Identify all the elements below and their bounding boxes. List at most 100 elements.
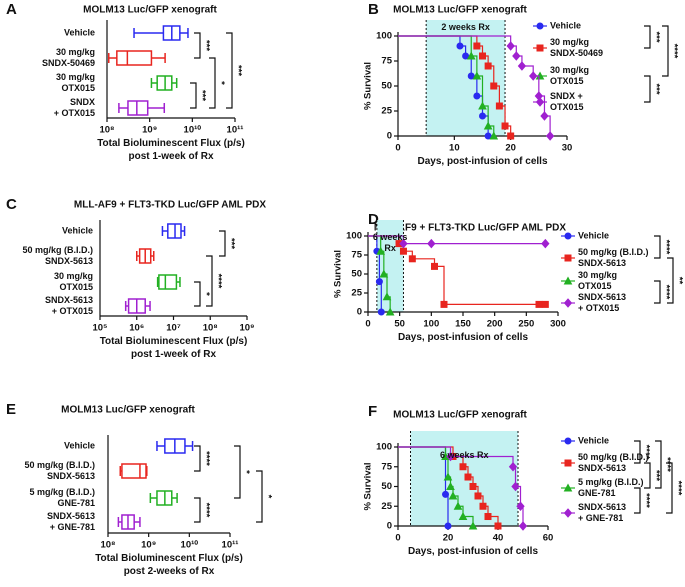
marker bbox=[479, 112, 486, 120]
marker bbox=[444, 522, 452, 530]
significance-bracket bbox=[644, 25, 651, 49]
marker bbox=[489, 131, 499, 140]
marker bbox=[529, 71, 538, 81]
significance-label: **** bbox=[640, 493, 651, 508]
x-tick-label: 10¹¹ bbox=[227, 125, 244, 136]
marker bbox=[466, 51, 476, 60]
x-tick-label: 50 bbox=[394, 319, 405, 330]
legend-marker bbox=[564, 459, 572, 467]
marker bbox=[512, 51, 521, 61]
legend-label: 50 mg/kg (B.I.D.) SNDX-5613 bbox=[578, 247, 649, 268]
legend-marker bbox=[535, 97, 545, 107]
marker bbox=[474, 492, 482, 500]
y-tick-label: 25 bbox=[351, 288, 362, 299]
panel-letter: C bbox=[6, 196, 17, 213]
marker bbox=[456, 42, 464, 50]
category-label: SNDX-5613 + OTX015 bbox=[44, 295, 93, 316]
significance-bracket bbox=[654, 280, 661, 304]
significance-bracket bbox=[209, 57, 216, 109]
category-label: 30 mg/kg SNDX-50469 bbox=[41, 47, 95, 68]
legend-label: 30 mg/kg SNDX-50469 bbox=[550, 37, 604, 58]
x-axis-label: Days, post-infusion of cells bbox=[407, 546, 539, 557]
x-tick-label: 30 bbox=[562, 143, 573, 154]
significance-label: **** bbox=[661, 457, 672, 472]
panel-letter: A bbox=[6, 1, 17, 18]
marker bbox=[516, 501, 525, 512]
rx-label: 2 weeks Rx bbox=[441, 22, 490, 32]
rx-window bbox=[410, 431, 518, 526]
significance-label: *** bbox=[196, 90, 207, 101]
category-label: SNDX-5613 + GNE-781 bbox=[46, 511, 95, 532]
marker bbox=[431, 262, 438, 270]
marker bbox=[478, 101, 487, 110]
marker bbox=[459, 463, 467, 471]
y-tick-label: 25 bbox=[381, 106, 392, 117]
x-tick-label: 10¹⁰ bbox=[184, 125, 202, 136]
significance-label: *** bbox=[650, 470, 661, 481]
box bbox=[116, 50, 153, 66]
chart-title: MOLM13 Luc/GFP xenograft bbox=[393, 410, 527, 421]
marker bbox=[427, 238, 436, 249]
significance-bracket bbox=[655, 440, 662, 489]
x-tick-label: 20 bbox=[443, 533, 454, 544]
rx-window bbox=[426, 20, 506, 136]
marker bbox=[382, 292, 392, 301]
marker bbox=[453, 501, 463, 510]
x-tick-label: 40 bbox=[493, 533, 504, 544]
x-tick-label: 10¹¹ bbox=[222, 540, 239, 551]
chart-title: MOLM13 Luc/GFP xenograft bbox=[393, 5, 527, 16]
marker bbox=[442, 490, 449, 498]
x-tick-label: 150 bbox=[455, 319, 471, 330]
chart-title: MOLM13 Luc/GFP xenograft bbox=[83, 5, 217, 16]
marker bbox=[446, 451, 455, 462]
x-tick-label: 60 bbox=[543, 533, 554, 544]
y-tick-label: 75 bbox=[351, 250, 362, 261]
legend-marker bbox=[564, 254, 572, 262]
y-tick-label: 50 bbox=[381, 481, 392, 492]
marker bbox=[473, 42, 481, 50]
legend-label: 50 mg/kg (B.I.D.) SNDX-5613 bbox=[578, 452, 649, 473]
significance-label: **** bbox=[640, 445, 651, 460]
significance-bracket bbox=[194, 281, 201, 307]
marker bbox=[399, 238, 408, 249]
x-axis-label: Days, post-infusion of cells bbox=[397, 332, 529, 343]
legend-marker bbox=[563, 298, 573, 308]
marker bbox=[518, 521, 528, 531]
rx-label: 6 weeks Rx bbox=[372, 232, 408, 253]
legend-label: SNDX-5613 + GNE-781 bbox=[578, 502, 627, 523]
significance-bracket bbox=[654, 235, 661, 259]
significance-bracket bbox=[644, 75, 651, 103]
significance-label: *** bbox=[225, 238, 236, 249]
marker bbox=[408, 255, 416, 263]
significance-label: *** bbox=[200, 40, 211, 51]
marker bbox=[541, 238, 550, 249]
marker bbox=[469, 483, 477, 490]
marker bbox=[511, 481, 520, 492]
marker bbox=[458, 511, 468, 521]
marker bbox=[495, 102, 503, 110]
significance-bracket bbox=[234, 445, 241, 499]
significance-bracket bbox=[194, 445, 201, 472]
legend-marker bbox=[563, 276, 573, 285]
significance-label: **** bbox=[660, 285, 671, 300]
significance-label: * bbox=[215, 81, 226, 85]
x-tick-label: 300 bbox=[550, 319, 566, 330]
significance-label: *** bbox=[650, 83, 661, 94]
x-tick-label: 10⁸ bbox=[99, 125, 114, 136]
y-tick-label: 0 bbox=[387, 131, 392, 142]
y-tick-label: 50 bbox=[351, 269, 362, 280]
marker bbox=[464, 473, 472, 481]
significance-label: * bbox=[200, 292, 211, 296]
x-tick-label: 0 bbox=[365, 319, 370, 330]
marker bbox=[467, 72, 475, 80]
y-axis-label: % Survival bbox=[363, 462, 374, 510]
legend-label: Vehicle bbox=[578, 230, 610, 241]
x-axis-label: Total Bioluminescent Flux (p/s) post 1-w… bbox=[97, 138, 245, 162]
marker bbox=[508, 461, 518, 472]
box bbox=[127, 100, 149, 116]
significance-bracket bbox=[226, 32, 233, 109]
marker bbox=[468, 521, 478, 530]
marker bbox=[377, 308, 385, 316]
panel-letter: E bbox=[6, 401, 16, 418]
